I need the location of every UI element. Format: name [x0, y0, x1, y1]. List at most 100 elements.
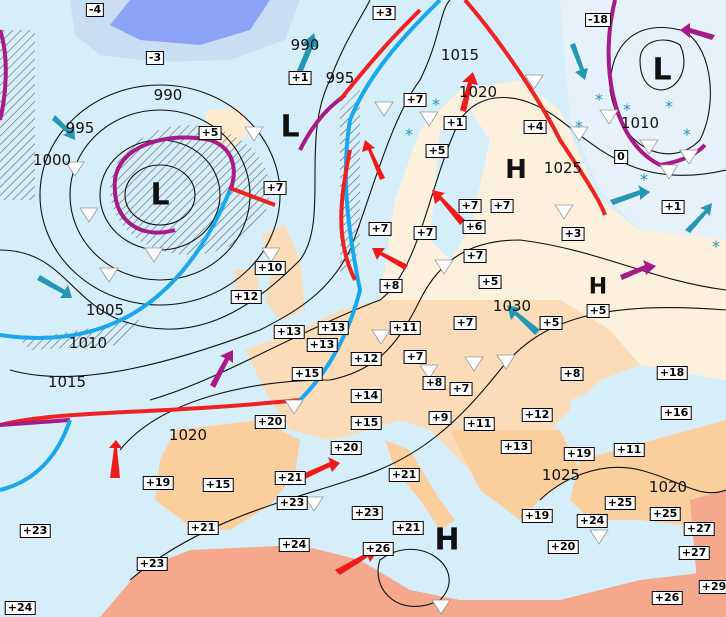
temperature-label: +3: [372, 6, 396, 20]
purple-arrow: [680, 23, 715, 40]
temperature-label: +7: [453, 316, 477, 330]
svg-text:*: *: [683, 125, 691, 144]
temperature-label: +20: [547, 540, 579, 554]
low-pressure-marker: L: [280, 109, 300, 145]
isobar-label: 990: [290, 36, 320, 54]
temperature-label: +11: [613, 443, 645, 457]
temperature-label: +6: [462, 220, 486, 234]
temperature-label: +5: [539, 316, 563, 330]
temperature-label: +5: [586, 304, 610, 318]
temperature-label: +26: [651, 591, 683, 605]
high-pressure-marker: H: [434, 522, 460, 558]
temperature-label: +8: [422, 376, 446, 390]
temperature-label: +21: [392, 521, 424, 535]
temperature-label: +26: [362, 542, 394, 556]
temperature-label: +20: [254, 415, 286, 429]
high-pressure-marker: H: [588, 274, 608, 300]
isobar-label: 1020: [458, 83, 498, 101]
temperature-label: +15: [202, 478, 234, 492]
temperature-label: +16: [660, 406, 692, 420]
temperature-label: +13: [273, 325, 305, 339]
cold-front: [0, 189, 232, 340]
temperature-label: +13: [500, 440, 532, 454]
low-pressure-marker: L: [652, 52, 672, 88]
temperature-label: +25: [604, 496, 636, 510]
temperature-label: +19: [142, 476, 174, 490]
snow-icons: * * * * * * * * *: [405, 90, 720, 256]
precipitation-area: [0, 30, 35, 200]
temperature-label: +15: [350, 416, 382, 430]
purple-arrow: [620, 260, 656, 280]
temperature-label: +19: [563, 447, 595, 461]
svg-text:*: *: [665, 97, 673, 116]
cold-arrow: [507, 305, 540, 335]
temperature-label: +15: [291, 367, 323, 381]
temperature-label: +7: [263, 181, 287, 195]
temperature-label: +7: [449, 382, 473, 396]
low-pressure-marker: L: [150, 177, 170, 213]
temperature-label: +25: [649, 507, 681, 521]
north-africa: [100, 545, 726, 617]
temperature-label: +10: [254, 261, 286, 275]
temperature-label: -3: [145, 51, 165, 65]
temperature-label: +13: [317, 321, 349, 335]
temperature-label: +24: [576, 514, 608, 528]
balkans: [450, 430, 580, 520]
temperature-label: +19: [521, 509, 553, 523]
isobar-label: 1010: [620, 114, 660, 132]
temperature-label: +21: [388, 468, 420, 482]
isobar-label: 1000: [32, 151, 72, 169]
temperature-label: +24: [4, 601, 36, 615]
isobar-label: 1010: [68, 334, 108, 352]
isobar-label: 990: [153, 86, 183, 104]
occluded-arrows: [210, 23, 715, 388]
isobar-label: 1020: [648, 478, 688, 496]
temperature-label: +23: [136, 557, 168, 571]
temperature-label: +13: [306, 338, 338, 352]
occluded-front: [112, 135, 236, 235]
purple-arrow: [210, 350, 233, 388]
warm-front: [229, 186, 276, 207]
temperature-label: +23: [276, 496, 308, 510]
svg-text:*: *: [575, 117, 583, 136]
warm-front: [463, 0, 607, 216]
central-europe: [245, 300, 640, 500]
temperature-label: +11: [463, 417, 495, 431]
warm-front: [338, 8, 422, 281]
warm-arrow: [372, 248, 408, 270]
isobar-label: 995: [65, 119, 95, 137]
svg-text:*: *: [405, 125, 413, 144]
temperature-label: +20: [330, 441, 362, 455]
isobar-label: 1030: [492, 297, 532, 315]
svg-text:*: *: [640, 170, 648, 189]
cold-arrow: [610, 185, 650, 205]
temperature-label: +18: [656, 366, 688, 380]
temperature-label: +5: [198, 126, 222, 140]
occluded-front: [0, 418, 71, 427]
temperature-label: +21: [274, 471, 306, 485]
cold-front: [0, 419, 72, 492]
high-pressure-marker: H: [505, 155, 527, 185]
temperature-label: +23: [19, 524, 51, 538]
temperature-label: +9: [428, 411, 452, 425]
temperature-label: +7: [458, 199, 482, 213]
precipitation-area: [340, 90, 360, 280]
temperature-label: +7: [463, 249, 487, 263]
temperature-label: -4: [85, 3, 105, 17]
temperature-label: +12: [350, 352, 382, 366]
warm-arrow: [109, 440, 122, 478]
svg-text:*: *: [712, 237, 720, 256]
temperature-label: +23: [351, 506, 383, 520]
warm-arrow: [300, 457, 340, 480]
temperature-label: +8: [560, 367, 584, 381]
svg-text:*: *: [432, 95, 440, 114]
temperature-label: +27: [678, 546, 710, 560]
iberia: [155, 420, 300, 530]
warm-arrow: [362, 140, 385, 180]
italy: [385, 440, 455, 530]
isobar-label: 1020: [168, 426, 208, 444]
temperature-label: +7: [413, 226, 437, 240]
isobar-label: 995: [325, 69, 355, 87]
temperature-label: +29: [698, 580, 726, 594]
